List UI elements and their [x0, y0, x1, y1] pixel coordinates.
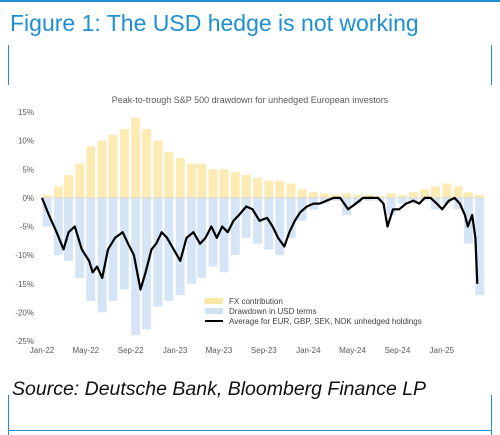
frame-bottom-border: [8, 430, 492, 431]
usd-drawdown-bar: [187, 198, 196, 284]
y-tick-label: 5%: [22, 165, 34, 174]
usd-drawdown-bar: [164, 198, 173, 301]
fx-contribution-bar: [275, 181, 284, 198]
usd-drawdown-bar: [242, 198, 251, 238]
usd-drawdown-bar: [142, 198, 151, 330]
fx-contribution-bar: [75, 164, 84, 198]
fx-contribution-bar: [264, 181, 273, 198]
frame-right-border: [491, 45, 492, 85]
frame-bottom-left-border: [8, 395, 9, 435]
x-tick-label: May-23: [206, 346, 233, 355]
fx-contribution-bars: [43, 118, 485, 198]
x-tick-label: Jan-24: [296, 346, 321, 355]
fx-contribution-bar: [98, 141, 107, 198]
fx-contribution-bar: [86, 146, 95, 198]
fx-contribution-bar: [54, 186, 63, 197]
fx-contribution-bar: [253, 178, 262, 198]
y-tick-label: -5%: [20, 223, 34, 232]
y-tick-label: -20%: [15, 308, 34, 317]
fx-contribution-bar: [64, 175, 73, 198]
fx-contribution-bar: [309, 192, 318, 198]
usd-drawdown-bar: [86, 198, 95, 301]
source-note: Source: Deutsche Bank, Bloomberg Finance…: [12, 378, 426, 401]
fx-contribution-bar: [431, 186, 440, 197]
usd-drawdown-bar: [287, 198, 296, 238]
x-tick-label: May-24: [339, 346, 366, 355]
x-tick-label: Jan-25: [430, 346, 455, 355]
y-tick-label: -15%: [15, 280, 34, 289]
fx-contribution-bar: [409, 192, 418, 198]
x-tick-label: Jan-23: [163, 346, 188, 355]
usd-drawdown-bar: [275, 198, 284, 255]
fx-contribution-bar: [109, 135, 118, 198]
usd-drawdown-bar: [231, 198, 240, 255]
fx-contribution-bar: [187, 164, 196, 198]
fx-contribution-bar: [219, 169, 228, 198]
fx-contribution-bar: [120, 129, 129, 198]
drawdown-chart: Peak-to-trough S&P 500 drawdown for unhe…: [0, 86, 500, 366]
y-axis-ticks: 15% 10% 5% 0% -5% -10% -15% -20% -25%: [15, 108, 34, 346]
usd-drawdown-bar: [153, 198, 162, 307]
fx-contribution-bar: [142, 129, 151, 198]
usd-drawdown-bar: [109, 198, 118, 301]
fx-contribution-bar: [342, 193, 351, 198]
frame-left-border: [8, 45, 9, 85]
fx-contribution-bar: [131, 118, 140, 198]
chart-title: Peak-to-trough S&P 500 drawdown for unhe…: [112, 95, 389, 105]
legend-label: Drawdown in USD terms: [229, 307, 317, 316]
y-tick-label: -25%: [15, 337, 34, 346]
x-tick-label: Sep-24: [384, 346, 410, 355]
usd-drawdown-bar: [75, 198, 84, 278]
fx-contribution-bar: [287, 184, 296, 198]
legend-label: FX contribution: [229, 297, 283, 306]
y-tick-label: -10%: [15, 251, 34, 260]
fx-contribution-bar: [454, 186, 463, 197]
usd-drawdown-bar: [98, 198, 107, 313]
x-tick-label: Sep-22: [118, 346, 144, 355]
frame-top-border: [0, 0, 500, 2]
legend-label: Average for EUR, GBP, SEK, NOK unhedged …: [229, 317, 422, 326]
y-tick-label: 0%: [22, 194, 34, 203]
frame-bottom-right-border: [491, 395, 492, 435]
usd-drawdown-bar: [219, 198, 228, 272]
fx-contribution-bar: [197, 164, 206, 198]
fx-contribution-bar: [231, 172, 240, 198]
x-tick-label: May-22: [72, 346, 99, 355]
figure-title: Figure 1: The USD hedge is not working: [10, 10, 419, 37]
legend-swatch: [205, 308, 223, 314]
fx-contribution-bar: [420, 189, 429, 198]
x-tick-label: Jan-22: [30, 346, 55, 355]
x-tick-label: Sep-23: [251, 346, 277, 355]
fx-contribution-bar: [298, 189, 307, 198]
fx-contribution-bar: [153, 141, 162, 198]
x-axis-ticks: Jan-22 May-22 Sep-22 Jan-23 May-23 Sep-23 Jan-…: [30, 346, 455, 355]
legend-swatch: [205, 298, 223, 304]
fx-contribution-bar: [242, 175, 251, 198]
fx-contribution-bar: [164, 152, 173, 198]
y-tick-label: 15%: [18, 108, 34, 117]
fx-contribution-bar: [209, 169, 218, 198]
fx-contribution-bar: [442, 184, 451, 198]
fx-contribution-bar: [387, 193, 396, 198]
fx-contribution-bar: [320, 193, 329, 198]
fx-contribution-bar: [464, 192, 473, 198]
y-tick-label: 10%: [18, 137, 34, 146]
fx-contribution-bar: [176, 158, 185, 198]
